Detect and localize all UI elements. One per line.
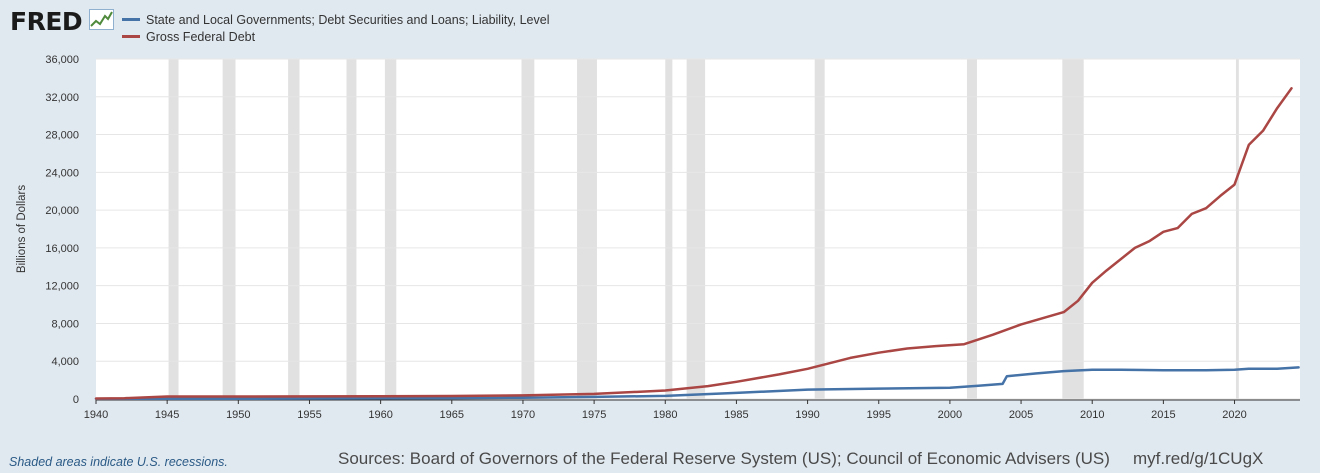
x-tick-label-9: 1985 — [724, 409, 748, 421]
line-chart-icon — [89, 9, 114, 30]
x-tick-label-4: 1960 — [368, 409, 392, 421]
x-tick-label-0: 1940 — [84, 409, 108, 421]
series-line-state-local[interactable] — [94, 366, 1300, 401]
y-tick-label-8: 32,000 — [45, 92, 79, 104]
series-line-federal[interactable] — [94, 87, 1293, 400]
recession-band-10 — [966, 59, 977, 399]
recession-band-3 — [346, 59, 357, 399]
x-tick-label-1: 1945 — [155, 409, 179, 421]
recession-band-4 — [384, 59, 397, 399]
y-tick-label-1: 4,000 — [51, 356, 79, 368]
recession-band-1 — [222, 59, 236, 399]
y-tick-label-4: 16,000 — [45, 243, 79, 255]
recession-band-5 — [521, 59, 535, 399]
x-tick-label-7: 1975 — [582, 409, 606, 421]
x-tick-label-8: 1980 — [653, 409, 677, 421]
recession-band-6 — [577, 59, 597, 399]
legend-swatch-federal — [122, 35, 140, 38]
x-tick-label-5: 1965 — [440, 409, 464, 421]
chart-legend: State and Local Governments; Debt Securi… — [122, 11, 549, 45]
legend-label-federal: Gross Federal Debt — [146, 29, 256, 44]
x-tick-label-13: 2005 — [1009, 409, 1033, 421]
recession-band-12 — [1235, 59, 1239, 399]
x-tick-label-10: 1990 — [795, 409, 819, 421]
recession-band-8 — [686, 59, 706, 399]
sources-text: Sources: Board of Governors of the Feder… — [338, 449, 1110, 468]
y-tick-label-3: 12,000 — [45, 281, 79, 293]
x-tick-label-2: 1950 — [226, 409, 250, 421]
x-tick-label-16: 2020 — [1222, 409, 1246, 421]
legend-item-state-local[interactable]: State and Local Governments; Debt Securi… — [122, 11, 549, 28]
y-tick-label-9: 36,000 — [45, 54, 79, 66]
recession-note: Shaded areas indicate U.S. recessions. — [9, 455, 228, 469]
y-tick-label-2: 8,000 — [51, 318, 79, 330]
x-tick-label-3: 1955 — [297, 409, 321, 421]
y-tick-label-7: 28,000 — [45, 130, 79, 142]
legend-swatch-state-local — [122, 18, 140, 21]
x-tick-label-14: 2010 — [1080, 409, 1104, 421]
x-tick-label-11: 1995 — [867, 409, 891, 421]
legend-label-state-local: State and Local Governments; Debt Securi… — [146, 12, 550, 27]
recession-band-7 — [665, 59, 673, 399]
y-axis-label: Billions of Dollars — [16, 185, 28, 273]
y-tick-label-6: 24,000 — [45, 167, 79, 179]
short-link[interactable]: myf.red/g/1CUgX — [1133, 449, 1264, 468]
recession-band-2 — [288, 59, 300, 399]
y-tick-label-5: 20,000 — [45, 205, 79, 217]
recession-band-0 — [168, 59, 179, 399]
recession-band-9 — [814, 59, 825, 399]
x-tick-label-12: 2000 — [938, 409, 962, 421]
recession-band-11 — [1062, 59, 1084, 399]
legend-item-federal[interactable]: Gross Federal Debt — [122, 28, 549, 45]
line-chart: 0 4,000 8,000 12,000 16,000 20,000 24,000 28,00… — [16, 54, 1300, 421]
fred-logo[interactable]: FRED — [10, 7, 83, 36]
x-tick-label-6: 1970 — [511, 409, 535, 421]
y-tick-label-0: 0 — [73, 394, 79, 406]
x-tick-label-15: 2015 — [1151, 409, 1175, 421]
